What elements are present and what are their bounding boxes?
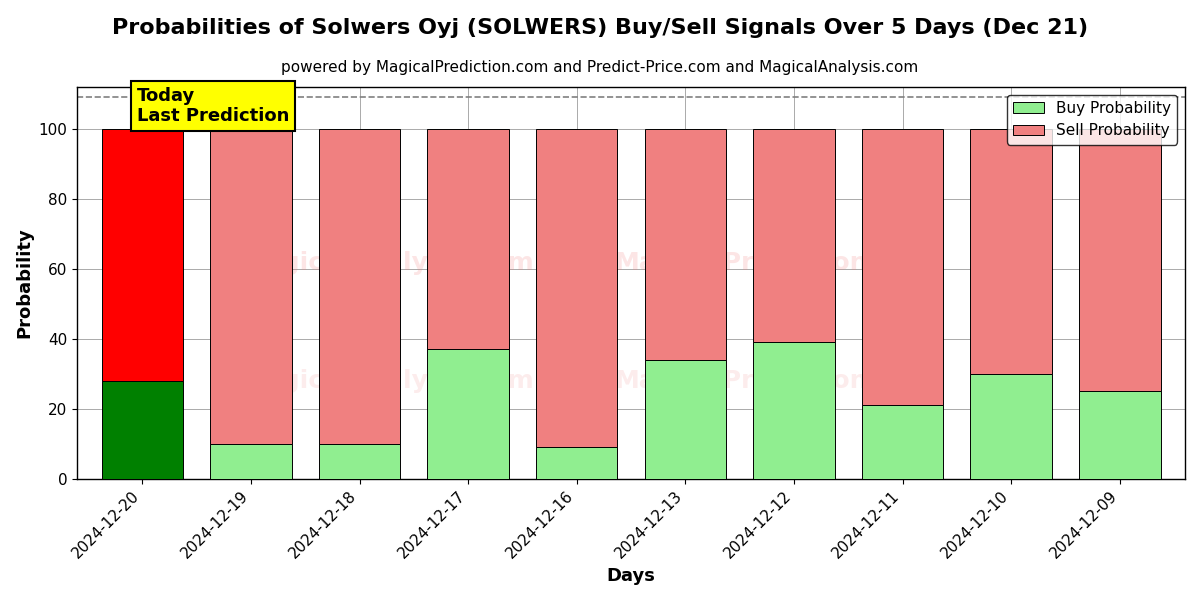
- Bar: [971, 374, 1052, 479]
- Bar: [536, 448, 618, 479]
- Text: MagicalAnalysis.com: MagicalAnalysis.com: [240, 251, 534, 275]
- Bar: [862, 406, 943, 479]
- Bar: [319, 444, 401, 479]
- Bar: [644, 129, 726, 360]
- Text: Probabilities of Solwers Oyj (SOLWERS) Buy/Sell Signals Over 5 Days (Dec 21): Probabilities of Solwers Oyj (SOLWERS) B…: [112, 18, 1088, 38]
- Bar: [536, 129, 618, 448]
- Bar: [1079, 129, 1160, 391]
- Bar: [644, 360, 726, 479]
- Text: MagicalPrediction.com: MagicalPrediction.com: [614, 369, 936, 393]
- Legend: Buy Probability, Sell Probability: Buy Probability, Sell Probability: [1007, 95, 1177, 145]
- Bar: [102, 381, 184, 479]
- Bar: [210, 444, 292, 479]
- Bar: [427, 349, 509, 479]
- Bar: [754, 343, 835, 479]
- Y-axis label: Probability: Probability: [14, 227, 32, 338]
- Bar: [1079, 391, 1160, 479]
- Bar: [427, 129, 509, 349]
- Bar: [862, 129, 943, 406]
- Bar: [210, 129, 292, 444]
- Bar: [319, 129, 401, 444]
- Bar: [754, 129, 835, 343]
- X-axis label: Days: Days: [607, 567, 655, 585]
- Text: MagicalAnalysis.com: MagicalAnalysis.com: [240, 369, 534, 393]
- Bar: [102, 129, 184, 381]
- Text: MagicalPrediction.com: MagicalPrediction.com: [614, 251, 936, 275]
- Bar: [971, 129, 1052, 374]
- Text: Today
Last Prediction: Today Last Prediction: [137, 86, 289, 125]
- Text: powered by MagicalPrediction.com and Predict-Price.com and MagicalAnalysis.com: powered by MagicalPrediction.com and Pre…: [281, 60, 919, 75]
